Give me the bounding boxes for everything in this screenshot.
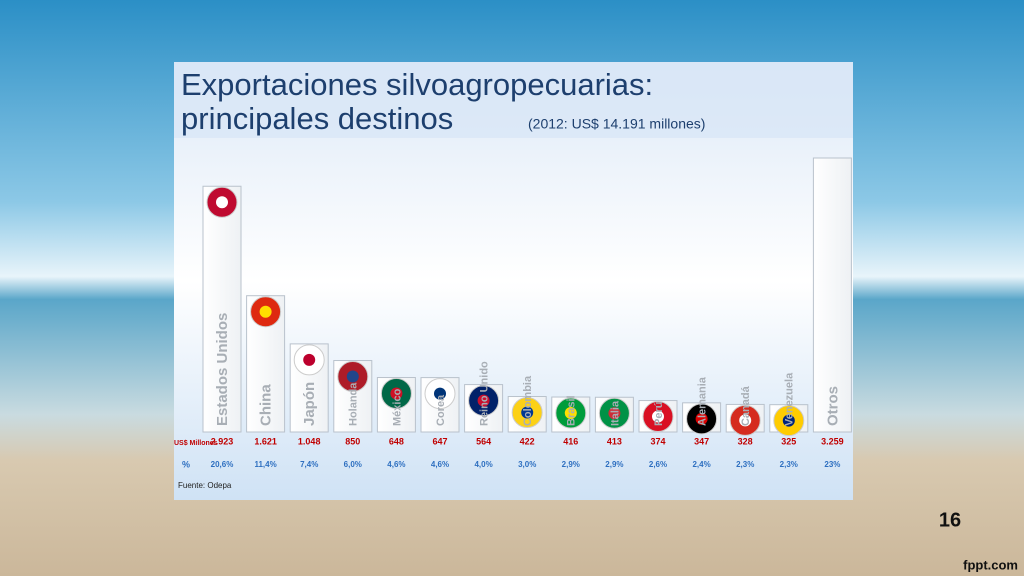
category-label: Alemania [697, 376, 709, 426]
flag-emblem [259, 305, 272, 318]
category-label: Colombia [522, 375, 534, 426]
category-label: Venezuela [784, 372, 796, 426]
percent-label: 6,0% [344, 460, 362, 469]
flag-emblem [477, 394, 490, 407]
flag-emblem [390, 387, 403, 400]
category-label: Brasil [566, 395, 578, 426]
flag-emblem [782, 414, 795, 427]
category-label: Estados Unidos [214, 313, 231, 426]
flag-emblem [608, 407, 621, 420]
value-label: 325 [781, 436, 796, 446]
percent-label: 4,0% [474, 460, 492, 469]
bar [202, 185, 242, 433]
flag-emblem [216, 196, 228, 209]
percent-label: 4,6% [387, 460, 405, 469]
category-label: Corea [435, 394, 447, 426]
value-label: 3.259 [821, 436, 844, 446]
percent-label: 20,6% [211, 460, 234, 469]
flag-emblem [303, 353, 316, 366]
value-label: 422 [520, 436, 535, 446]
flag-emblem [739, 414, 752, 427]
category-label: Holanda [348, 382, 360, 426]
percent-label: 11,4% [254, 460, 276, 469]
value-label: 413 [607, 436, 622, 446]
percent-label: 2,4% [692, 460, 710, 469]
value-label: 2.923 [211, 436, 234, 446]
value-label: 647 [432, 436, 447, 446]
value-label: 1.048 [298, 436, 321, 446]
percent-label: 2,3% [780, 460, 798, 469]
percent-label: 3,0% [518, 460, 536, 469]
percent-label: 23% [824, 460, 840, 469]
row-label: % [182, 459, 190, 469]
value-label: 850 [345, 436, 360, 446]
title-band [174, 62, 853, 138]
category-label: México [391, 388, 403, 426]
chart-subtitle: principales destinos [181, 101, 453, 136]
flag-emblem [652, 410, 664, 423]
row-label: US$ Millones [174, 440, 218, 447]
flag-emblem [695, 412, 708, 425]
source: Fuente: Odepa [178, 481, 232, 490]
value-label: 328 [738, 436, 753, 446]
category-label: Canadá [740, 385, 752, 426]
value-label: 1.621 [254, 436, 277, 446]
percent-label: 2,9% [605, 460, 623, 469]
flag-emblem [434, 387, 446, 400]
value-label: 347 [694, 436, 709, 446]
category-label: Japón [301, 382, 318, 426]
value-label: 416 [563, 436, 578, 446]
percent-label: 2,6% [649, 460, 667, 469]
value-label: 648 [389, 436, 404, 446]
flag-emblem [346, 370, 359, 383]
title-note: (2012: US$ 14.191 millones) [528, 116, 705, 132]
category-label: Reino Unido [479, 361, 491, 426]
category-label: Otros [824, 386, 841, 426]
flag-emblem [564, 407, 577, 420]
chart-title: Exportaciones silvoagropecuarias: [181, 67, 653, 102]
category-label: Perú [653, 402, 665, 426]
footer: fppt.com [963, 557, 1018, 572]
slide-number: 16 [939, 509, 961, 531]
category-label: Italia [609, 400, 621, 426]
percent-label: 4,6% [431, 460, 449, 469]
percent-label: 7,4% [300, 460, 318, 469]
percent-label: 2,9% [562, 460, 580, 469]
percent-label: 2,3% [736, 460, 754, 469]
flag-emblem [521, 406, 534, 419]
bar [812, 157, 852, 433]
value-label: 564 [476, 436, 491, 446]
category-label: China [258, 384, 275, 426]
value-label: 374 [650, 436, 665, 446]
